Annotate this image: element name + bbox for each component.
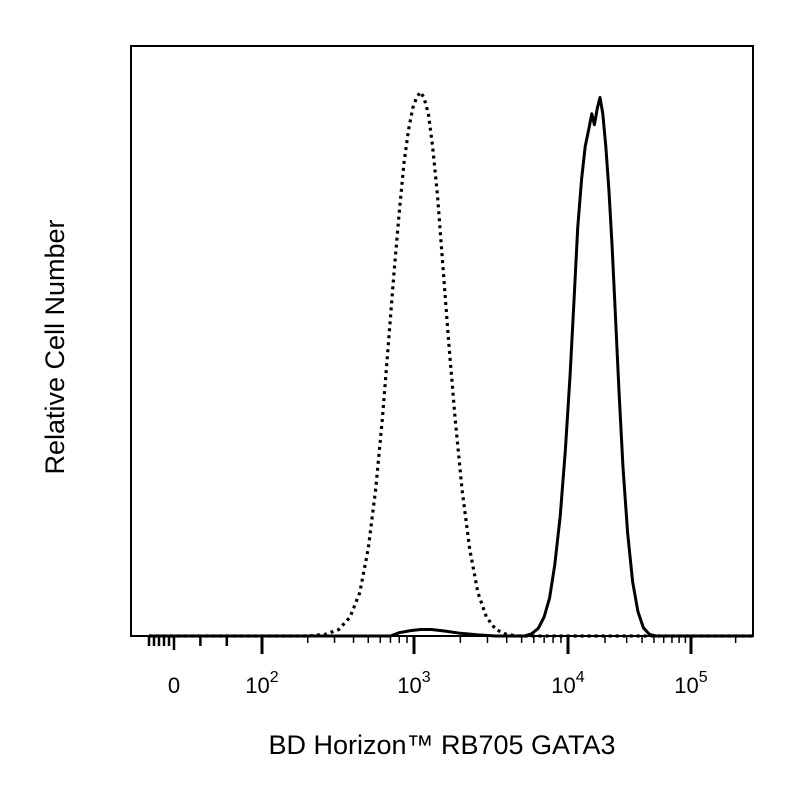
x-tick-label: 0 [168,673,180,698]
series-2-solid-line [149,96,753,638]
x-axis-ticks [147,636,737,654]
series-1-dotted-line [149,90,753,638]
y-axis-label: Relative Cell Number [40,219,70,474]
x-axis-label: BD Horizon™ RB705 GATA3 [268,730,615,760]
x-axis-tick-labels: 0 102 103 104 105 [168,669,708,698]
plot-frame [130,45,754,637]
x-tick-label: 102 [245,669,278,698]
x-tick-label: 104 [551,669,584,698]
series-layer [149,90,753,638]
x-tick-label: 103 [397,669,430,698]
x-tick-label: 105 [674,669,707,698]
